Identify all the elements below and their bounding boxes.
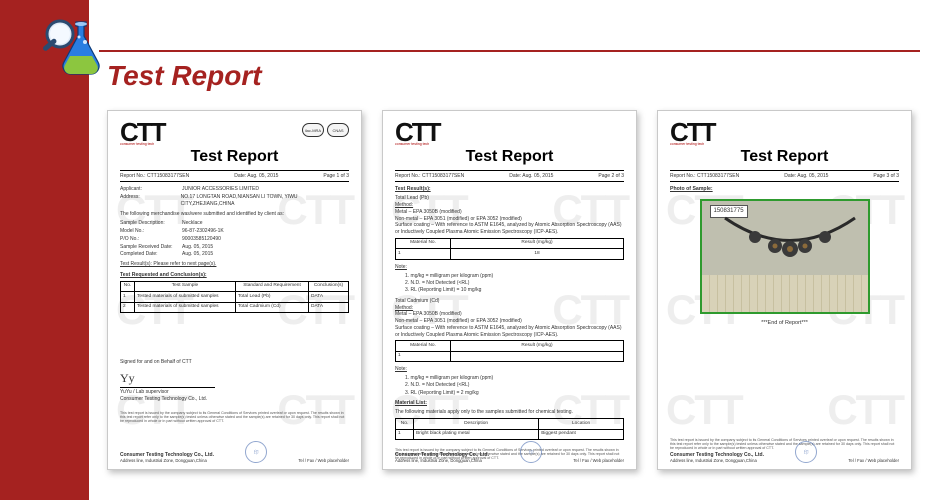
cert-badges: ilac-MRA CNAS xyxy=(302,123,349,137)
reports-row: CTT CTT CTT CTT CTT CTT CTT consumer tes… xyxy=(89,110,930,470)
signature-icon: Yy xyxy=(120,370,349,386)
material-list-table: No.DescriptionLocation 1 Bright black pl… xyxy=(395,418,624,440)
meta-row: Report No.: CTT15083177SEN Date: Aug. 05… xyxy=(670,170,899,182)
header-rule xyxy=(99,50,920,52)
logo-text: CTT xyxy=(120,121,165,144)
lead-result-table: Material No.Result (mg/kg) 118 xyxy=(395,238,624,260)
table-row: 2 Tested materials of submitted samples … xyxy=(121,302,349,312)
card-title: Test Report xyxy=(670,148,899,166)
seal-icon: 印 xyxy=(520,441,542,463)
logo-text: CTT xyxy=(670,121,715,144)
card-footer: Consumer Testing Technology Co., Ltd. Ad… xyxy=(670,441,899,463)
report-card-2: CTT CTT CTT CTT CTT CTT CTT consumer tes… xyxy=(382,110,637,470)
card-footer: Consumer Testing Technology Co., Ltd. Ad… xyxy=(120,441,349,463)
logo: CTT consumer testing tech xyxy=(395,121,440,146)
flask-magnifier-icon xyxy=(42,12,112,82)
sample-photo: 150831775 xyxy=(700,199,870,314)
card-title: Test Report xyxy=(120,148,349,166)
page-title: Test Report xyxy=(107,60,930,92)
logo-text: CTT xyxy=(395,121,440,144)
necklace-icon xyxy=(720,213,860,275)
badge-ilac: ilac-MRA xyxy=(302,123,324,137)
disclaimer: This test report is issued by the compan… xyxy=(120,411,349,423)
meta-row: Report No.: CTT15083177SEN Date: Aug. 05… xyxy=(395,170,624,182)
page-root: Test Report CTT CTT CTT CTT CTT CTT CTT … xyxy=(0,0,930,500)
cadmium-result-table: Material No.Result (mg/kg) 1 xyxy=(395,340,624,362)
meta-row: Report No.: CTT15083177SEN Date: Aug. 05… xyxy=(120,170,349,182)
card-footer: Consumer Testing Technology Co., Ltd. Ad… xyxy=(395,441,624,463)
report-card-1: CTT CTT CTT CTT CTT CTT CTT consumer tes… xyxy=(107,110,362,470)
table-row: 1 Tested materials of submitted samples … xyxy=(121,292,349,302)
main-content: Test Report CTT CTT CTT CTT CTT CTT CTT … xyxy=(89,0,930,500)
seal-icon: 印 xyxy=(795,441,817,463)
badge-cnas: CNAS xyxy=(327,123,349,137)
logo: CTT consumer testing tech xyxy=(670,121,715,146)
notes-cadmium: 1. mg/kg = milligram per kilogram (ppm) … xyxy=(405,375,624,396)
notes-lead: 1. mg/kg = milligram per kilogram (ppm) … xyxy=(405,273,624,294)
table-row: 1 xyxy=(396,351,624,361)
signature-block: Signed for and on Behalf of CTT Yy YuYu … xyxy=(120,359,349,402)
table-row: 118 xyxy=(396,249,624,259)
test-requested-table: No. Test Sample Standard and Requirement… xyxy=(120,281,349,313)
card-title: Test Report xyxy=(395,148,624,166)
seal-icon: 印 xyxy=(245,441,267,463)
end-of-report: ***End of Report*** xyxy=(670,320,899,327)
table-row: 1 Bright black plating metal Biggest pen… xyxy=(396,429,624,439)
left-sidebar xyxy=(0,0,89,500)
logo: CTT consumer testing tech xyxy=(120,121,165,146)
report-card-3: CTT CTT CTT CTT CTT CTT CTT consumer tes… xyxy=(657,110,912,470)
